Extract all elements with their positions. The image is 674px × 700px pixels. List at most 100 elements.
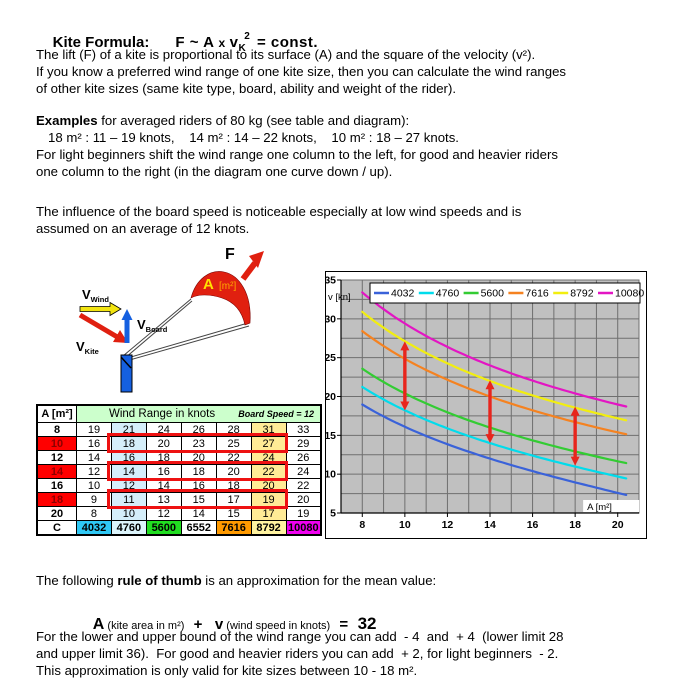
- examples-line: For light beginners shift the wind range…: [36, 147, 558, 162]
- table-cell: 33: [285, 422, 322, 437]
- table-row: 20 8 10 12 14 15 17 19: [36, 506, 322, 521]
- kite-canopy: [190, 271, 251, 326]
- v-kite-label: VKite: [76, 339, 99, 356]
- c-value-cell: 7616: [215, 520, 252, 536]
- legend-entry-7616: 7616: [525, 288, 549, 300]
- table-cell: 18: [215, 478, 252, 493]
- series-10080: [361, 291, 628, 408]
- footer-line: This approximation is only valid for kit…: [36, 663, 418, 678]
- table-cell: 25: [215, 436, 252, 451]
- range-arrowhead-bottom: [570, 456, 580, 466]
- table-cell: 23: [180, 436, 217, 451]
- table-cell: 14: [145, 478, 182, 493]
- range-arrowhead-bottom: [485, 434, 495, 444]
- table-cell: 20: [215, 464, 252, 479]
- intro-line: of other kite sizes (same kite type, boa…: [36, 81, 457, 96]
- board-speed-label: Board Speed = 12: [238, 409, 314, 419]
- footer-line: and upper limit 36). For good and heavie…: [36, 646, 559, 661]
- v-kite-arrowhead: [113, 330, 128, 343]
- board-note-line: assumed on an average of 12 knots.: [36, 221, 250, 236]
- table-cell: 16: [110, 450, 147, 465]
- table-row: 12 14 16 18 20 22 24 26: [36, 450, 322, 465]
- area-cell: 18: [36, 492, 77, 507]
- area-cell: 8: [36, 422, 77, 437]
- area-cell: 14: [36, 464, 77, 479]
- table-cell: 10: [76, 478, 112, 493]
- table-cell: 18: [145, 450, 182, 465]
- v-kite-arrow: [78, 312, 121, 341]
- table-cell: 24: [250, 450, 287, 465]
- range-arrowhead-bottom: [400, 401, 410, 411]
- x-tick-label: 12: [442, 519, 454, 531]
- legend-entry-4032: 4032: [391, 288, 415, 300]
- board: [120, 354, 133, 393]
- legend-entry-10080: 10080: [615, 288, 644, 300]
- table-cell: 17: [215, 492, 252, 507]
- table-cell: 20: [285, 492, 322, 507]
- board-notch: [120, 356, 132, 369]
- table-cell: 16: [145, 464, 182, 479]
- table-cell: 19: [76, 422, 112, 437]
- table-cell: 22: [285, 478, 322, 493]
- table-cell: 9: [76, 492, 112, 507]
- table-row: 16 10 12 14 16 18 20 22: [36, 478, 322, 493]
- table-cell: 26: [285, 450, 322, 465]
- area-cell: 10: [36, 436, 77, 451]
- table-cell: 11: [110, 492, 147, 507]
- examples-sizes-line: 18 m² : 11 – 19 knots, 14 m² : 14 – 22 k…: [48, 130, 459, 145]
- table-cell: 13: [145, 492, 182, 507]
- kite-line: [124, 300, 193, 359]
- approximation-formula: A (kite area in m²) + v (wind speed in k…: [92, 614, 377, 633]
- area-cell: 16: [36, 478, 77, 493]
- c-value-cell: 8792: [250, 520, 287, 536]
- table-cell: 12: [76, 464, 112, 479]
- table-cell: 15: [215, 506, 252, 521]
- table-row: 8 19 21 24 26 28 31 33: [36, 422, 322, 437]
- v-wind-arrow: [79, 301, 122, 317]
- range-label: Wind Range in knots: [109, 408, 216, 420]
- table-cell: 18: [180, 464, 217, 479]
- c-value-cell: 10080: [285, 520, 322, 536]
- c-value-cell: 6552: [180, 520, 217, 536]
- series-4760: [361, 385, 628, 480]
- formula-v: v: [202, 616, 224, 633]
- table-cell: 20: [145, 436, 182, 451]
- wind-range-chart: 5 10 15 20 25 30 35 8 10 12 14 16 18 20 v [kn] A [m²] 40…: [324, 271, 647, 539]
- table-cell: 24: [145, 422, 182, 437]
- c-row-label: C: [36, 520, 77, 536]
- area-cell: 20: [36, 506, 77, 521]
- x-tick-label: 20: [612, 519, 624, 531]
- series-8792: [361, 310, 628, 422]
- table-cell: 19: [250, 492, 287, 507]
- x-tick-label: 10: [399, 519, 411, 531]
- series-4032: [361, 403, 628, 496]
- board-speed-paragraph: The influence of the board speed is noti…: [36, 203, 646, 237]
- table-cell: 18: [110, 436, 147, 451]
- table-cell: 22: [250, 464, 287, 479]
- y-tick-label: 20: [326, 391, 336, 403]
- table-cell: 20: [180, 450, 217, 465]
- x-axis-title: A [m²]: [587, 502, 612, 513]
- area-cell: 12: [36, 450, 77, 465]
- y-tick-label: 25: [326, 352, 336, 364]
- kite-area-label: A: [203, 276, 214, 293]
- formula-value: 32: [348, 614, 377, 633]
- x-tick-label: 14: [484, 519, 496, 531]
- x-tick-label: 16: [527, 519, 539, 531]
- kite-line: [122, 298, 192, 357]
- legend-box: [369, 282, 641, 304]
- v-board-label: VBoard: [137, 317, 168, 334]
- table-cell: 22: [215, 450, 252, 465]
- table-cell: 15: [180, 492, 217, 507]
- table-cell: 14: [180, 506, 217, 521]
- y-tick-label: 35: [326, 275, 336, 287]
- range-arrowhead-top: [400, 341, 410, 351]
- force-arrowhead: [249, 251, 264, 268]
- footer-line: For the lower and upper bound of the win…: [36, 629, 564, 644]
- y-tick-label: 5: [330, 508, 336, 520]
- table-cell: 12: [145, 506, 182, 521]
- table-cell: 16: [76, 436, 112, 451]
- table-cell: 20: [250, 478, 287, 493]
- footer-paragraph: For the lower and upper bound of the win…: [36, 628, 651, 679]
